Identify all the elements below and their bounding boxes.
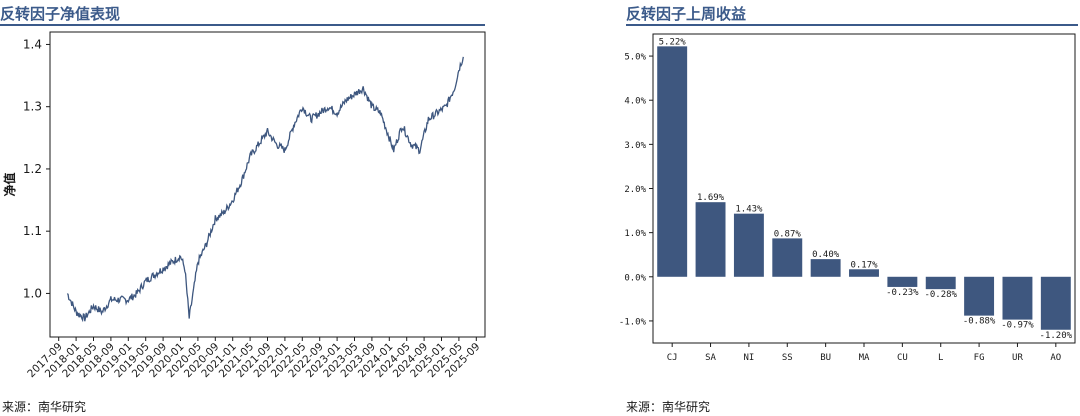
bar-ss — [772, 238, 803, 277]
bar-data-label: -0.28% — [924, 290, 957, 300]
bar-sa — [695, 202, 726, 277]
bar-cj — [657, 46, 688, 277]
bar-x-tick-label: BU — [820, 353, 831, 363]
bar-x-tick-label: MA — [859, 353, 870, 363]
right-chart-panel: 反转因子上周收益 -1.0% 0.0% 1.0% 2.0% 3.0% 4.0% 5.0% 5.… — [540, 0, 1080, 416]
net-value-line — [66, 56, 464, 323]
bar-x-tick-label: AO — [1050, 353, 1061, 363]
bar-x-tick-label: NI — [743, 353, 754, 363]
left-title-underline — [0, 24, 485, 26]
plot-frame — [49, 31, 486, 338]
bar-data-label: 5.22% — [659, 37, 687, 47]
bar-y-tick-label: 4.0% — [624, 97, 646, 107]
bar-y-tick-label: 0.0% — [624, 273, 646, 283]
y-tick-label: 1.1 — [23, 224, 42, 238]
bar-y-tick-label: 3.0% — [624, 141, 646, 151]
bar-data-label: 0.40% — [812, 250, 840, 260]
left-chart-title: 反转因子净值表现 — [0, 5, 121, 23]
bar-x-tick-label: UR — [1012, 353, 1023, 363]
bar-ma — [849, 269, 879, 277]
bar-ur — [1002, 276, 1033, 320]
y-tick-label: 1.0 — [23, 286, 42, 300]
y-tick-label: 1.2 — [23, 162, 42, 176]
bar-data-label: 1.69% — [697, 193, 725, 203]
bar-x-tick-label: SA — [705, 353, 716, 363]
bar-data-label: -0.88% — [963, 317, 996, 327]
bar-data-label: 0.17% — [850, 260, 878, 270]
bar-y-tick-label: 1.0% — [624, 229, 646, 239]
bar-x-tick-label: L — [938, 353, 943, 363]
line-chart: 1.01.11.21.31.42017-092018-012018-052018… — [2, 31, 486, 380]
right-title-underline — [626, 24, 1078, 26]
bar-ni — [733, 213, 764, 277]
right-chart-title: 反转因子上周收益 — [626, 5, 747, 23]
bar-chart: -1.0% 0.0% 1.0% 2.0% 3.0% 4.0% 5.0% 5.22% CJ 1.69… — [619, 33, 1076, 363]
bar-x-tick-label: FG — [974, 353, 985, 363]
bar-x-tick-label: SS — [782, 353, 793, 363]
bar-x-tick-label: CJ — [667, 353, 678, 363]
bar-data-label: 0.87% — [774, 229, 802, 239]
bar-data-label: 1.43% — [735, 205, 763, 215]
bar-data-label: -0.97% — [1001, 321, 1034, 331]
bar-y-tick-label: -1.0% — [619, 317, 647, 327]
right-source-note: 来源：南华研究 — [626, 400, 711, 414]
bar-data-label: -0.23% — [886, 288, 919, 298]
bar-bu — [810, 259, 841, 277]
bar-data-label: -1.20% — [1040, 331, 1073, 341]
bar-y-tick-label: 5.0% — [624, 53, 646, 63]
bar-l — [925, 276, 956, 290]
bar-fg — [964, 276, 995, 316]
bar-cu — [887, 276, 918, 287]
left-source-note: 来源：南华研究 — [2, 400, 87, 414]
left-chart-panel: 反转因子净值表现 1.0 1.1 1.2 1.3 1.4 2017-09 2018-01 20… — [0, 5, 486, 414]
y-axis-label: 净值 — [2, 172, 17, 196]
y-tick-label: 1.4 — [23, 37, 42, 51]
bar-ao — [1040, 276, 1071, 330]
bar-y-tick-label: 2.0% — [624, 185, 646, 195]
bar-x-tick-label: CU — [897, 353, 908, 363]
y-tick-label: 1.3 — [23, 100, 42, 114]
